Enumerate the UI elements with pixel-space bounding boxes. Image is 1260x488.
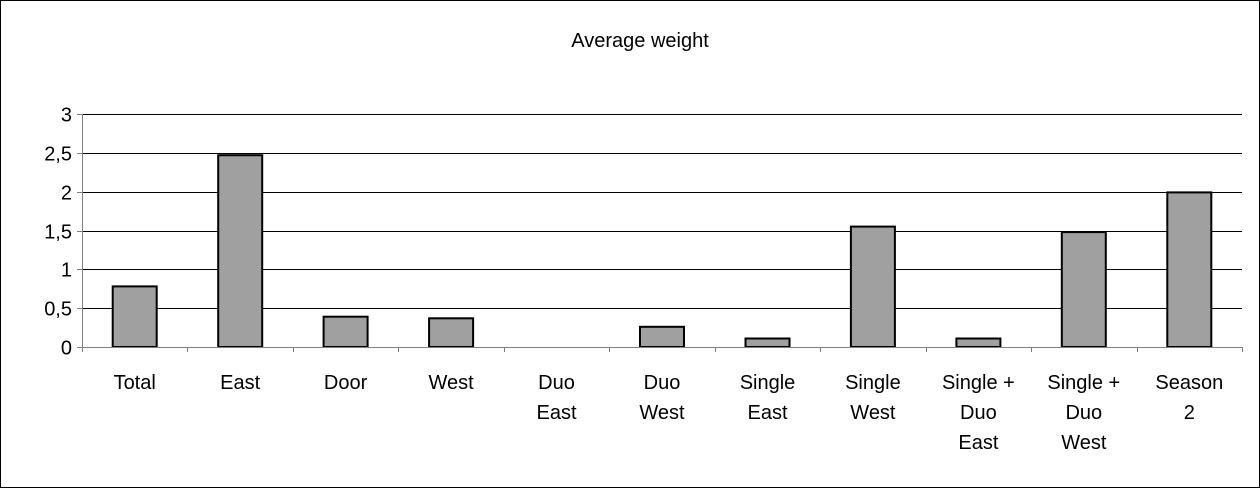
bar (322, 315, 369, 349)
x-tick-label: Duo West (639, 372, 685, 424)
x-tick-label: Single + Duo East (942, 372, 1015, 454)
y-tick-label: 0,5 (44, 299, 72, 321)
y-tick-label: 0 (61, 338, 72, 360)
bar (1060, 231, 1107, 349)
x-tick-label: Season 2 (1155, 372, 1223, 424)
y-tick-label: 3 (61, 105, 72, 127)
x-tick-labels: Total East Door West Duo East Duo West Single Eas… (114, 372, 1224, 454)
x-tick-label: Single East (740, 372, 796, 424)
bar (1166, 191, 1213, 348)
bar (639, 325, 685, 348)
x-tick-label: Single West (845, 372, 901, 424)
axes (77, 114, 1243, 352)
bar (111, 285, 158, 348)
bar (955, 337, 1002, 348)
bar (217, 154, 264, 348)
bar (744, 337, 791, 348)
x-tick-label: East (220, 372, 260, 394)
y-tick-label: 1 (61, 260, 72, 282)
y-tick-label: 2 (61, 183, 72, 205)
x-tick-label: Total (114, 372, 156, 394)
y-tick-labels: 0 0,5 1 1,5 2 2,5 3 (44, 105, 72, 360)
bar (849, 225, 896, 349)
bar (428, 317, 475, 348)
y-tick-label: 1,5 (44, 222, 72, 244)
x-tick-label: West (428, 372, 474, 394)
bars (111, 154, 1213, 349)
x-tick-label: Single + Duo West (1047, 372, 1120, 454)
chart-title: Average weight (571, 30, 709, 52)
y-tick-label: 2,5 (44, 144, 72, 166)
gridlines (82, 114, 1242, 309)
x-tick-label: Door (324, 372, 368, 394)
x-tick-label: Duo East (536, 372, 576, 424)
